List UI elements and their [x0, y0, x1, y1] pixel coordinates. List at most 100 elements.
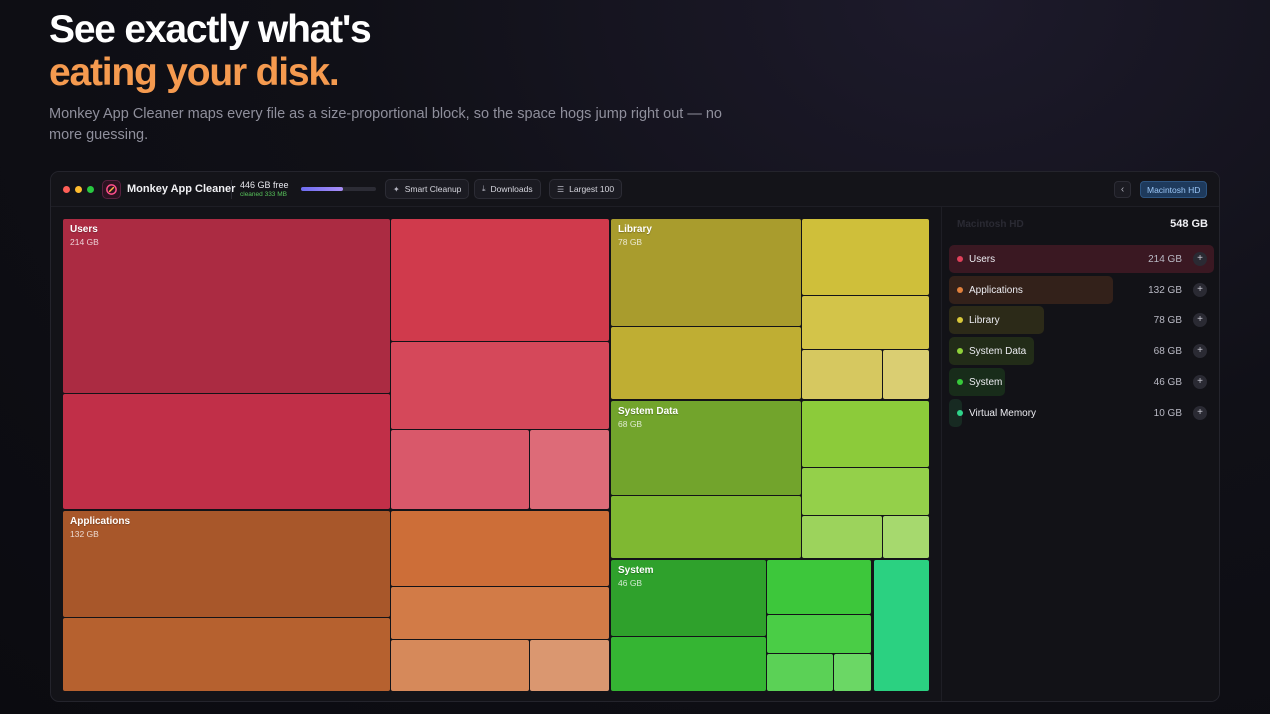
- category-row-users[interactable]: Users 214 GB +: [949, 245, 1214, 273]
- sidebar-title: Macintosh HD: [957, 219, 1024, 230]
- treemap-block[interactable]: [530, 430, 609, 509]
- category-size-bar: [949, 275, 1114, 304]
- treemap-block[interactable]: [802, 219, 929, 295]
- treemap-block[interactable]: [391, 511, 609, 586]
- downloads-label: Downloads: [490, 184, 533, 194]
- treemap-block[interactable]: [802, 296, 929, 349]
- treemap-block-users[interactable]: Users 214 GB: [63, 219, 390, 393]
- block-size: 68 GB: [618, 419, 643, 429]
- category-color-dot: [957, 256, 963, 262]
- category-size-bar: [949, 306, 1045, 335]
- category-color-dot: [957, 286, 963, 293]
- category-row-virtual-memory[interactable]: Virtual Memory 10 GB +: [949, 398, 1214, 427]
- expand-plus-icon[interactable]: +: [1193, 405, 1207, 420]
- category-color-dot: [957, 317, 963, 324]
- largest-100-button[interactable]: ☰ Largest 100: [549, 179, 623, 199]
- treemap-block[interactable]: [883, 350, 929, 399]
- treemap-block[interactable]: [834, 654, 871, 691]
- treemap-block-system-data[interactable]: System Data 68 GB: [611, 401, 801, 495]
- category-row-library[interactable]: Library 78 GB +: [949, 306, 1214, 335]
- treemap-block[interactable]: [802, 401, 929, 467]
- largest-100-label: Largest 100: [569, 184, 615, 194]
- category-label: Users: [969, 254, 996, 265]
- expand-plus-icon[interactable]: +: [1193, 374, 1207, 389]
- treemap-block[interactable]: [391, 430, 529, 509]
- treemap-block[interactable]: [802, 468, 929, 515]
- drive-selector-button[interactable]: Macintosh HD: [1140, 181, 1208, 198]
- treemap-block-applications[interactable]: Applications 132 GB: [63, 511, 390, 617]
- treemap-block[interactable]: [391, 219, 609, 341]
- list-icon: ☰: [557, 184, 565, 194]
- back-button[interactable]: ‹: [1114, 181, 1131, 198]
- category-size-bar: [949, 245, 1214, 273]
- treemap-block[interactable]: [611, 637, 766, 691]
- treemap-block[interactable]: [391, 587, 609, 639]
- disk-usage-fill: [301, 187, 343, 191]
- category-label: Virtual Memory: [969, 407, 1037, 419]
- treemap-block[interactable]: [802, 350, 882, 399]
- treemap-block[interactable]: [767, 560, 871, 614]
- category-size: 78 GB: [1153, 315, 1182, 327]
- category-size: 46 GB: [1153, 376, 1182, 388]
- category-row-applications[interactable]: Applications 132 GB +: [949, 275, 1214, 304]
- smart-cleanup-button[interactable]: ✦ Smart Cleanup: [385, 179, 470, 199]
- category-label: Library: [969, 315, 1000, 327]
- block-size: 132 GB: [70, 529, 99, 539]
- category-size-bar: [949, 337, 1034, 366]
- download-icon: ⤓: [482, 184, 486, 193]
- expand-plus-icon[interactable]: +: [1193, 252, 1207, 266]
- category-color-dot: [957, 348, 963, 355]
- treemap-block[interactable]: [530, 640, 609, 691]
- minimize-window-button[interactable]: [75, 186, 82, 193]
- downloads-button[interactable]: ⤓ Downloads: [474, 179, 541, 199]
- treemap-block[interactable]: [611, 496, 801, 558]
- treemap-block[interactable]: [767, 615, 871, 653]
- sidebar-total: 548 GB: [1170, 218, 1208, 230]
- free-space-label: 446 GB free: [240, 180, 289, 190]
- app-logo-icon: [102, 180, 121, 199]
- category-label: Applications: [969, 284, 1023, 296]
- category-row-system-data[interactable]: System Data 68 GB +: [949, 337, 1214, 366]
- expand-plus-icon[interactable]: +: [1193, 313, 1207, 328]
- hero-title: See exactly what's eating your disk.: [49, 8, 372, 94]
- category-color-dot: [957, 378, 963, 385]
- close-window-button[interactable]: [63, 186, 70, 193]
- treemap-block[interactable]: [802, 516, 882, 558]
- category-size: 132 GB: [1148, 284, 1182, 296]
- divider: [231, 180, 232, 199]
- treemap-block-library[interactable]: Library 78 GB: [611, 219, 801, 326]
- treemap-block[interactable]: [883, 516, 929, 558]
- treemap-block[interactable]: [611, 327, 801, 399]
- category-label: System: [969, 376, 1003, 388]
- app-window: Monkey App Cleaner 446 GB free cleaned 3…: [50, 171, 1220, 702]
- category-size-bar: [949, 398, 963, 427]
- category-sidebar: Macintosh HD 548 GB Users 214 GB + Applicat…: [941, 207, 1219, 701]
- category-size: 214 GB: [1148, 254, 1182, 265]
- treemap-block[interactable]: [391, 342, 609, 429]
- treemap-block-system[interactable]: System 46 GB: [611, 560, 766, 636]
- block-label: System: [618, 565, 654, 576]
- category-size: 68 GB: [1153, 346, 1182, 358]
- treemap-block[interactable]: [63, 618, 390, 691]
- category-color-dot: [957, 409, 963, 416]
- app-name: Monkey App Cleaner: [127, 183, 236, 195]
- zoom-window-button[interactable]: [87, 186, 94, 193]
- treemap-block[interactable]: [767, 654, 833, 691]
- treemap-block[interactable]: [63, 394, 390, 509]
- expand-plus-icon[interactable]: +: [1193, 344, 1207, 359]
- category-size: 10 GB: [1153, 407, 1182, 419]
- titlebar: Monkey App Cleaner 446 GB free cleaned 3…: [51, 172, 1219, 207]
- expand-plus-icon[interactable]: +: [1193, 282, 1207, 297]
- treemap: Users 214 GB Applications 132 GB Library…: [63, 219, 931, 691]
- hero-subtitle: Monkey App Cleaner maps every file as a …: [49, 106, 722, 143]
- block-label: Library: [618, 224, 652, 235]
- block-label: Applications: [70, 516, 131, 527]
- block-label: Users: [70, 224, 98, 235]
- treemap-block-virtual-memory[interactable]: [874, 560, 929, 691]
- treemap-block[interactable]: [391, 640, 529, 691]
- block-label: System Data: [618, 406, 679, 417]
- hero-title-line1: See exactly what's: [49, 8, 372, 51]
- disk-usage-bar: [301, 187, 376, 191]
- category-row-system[interactable]: System 46 GB +: [949, 367, 1214, 396]
- cleaned-label: cleaned 333 MB: [240, 191, 287, 198]
